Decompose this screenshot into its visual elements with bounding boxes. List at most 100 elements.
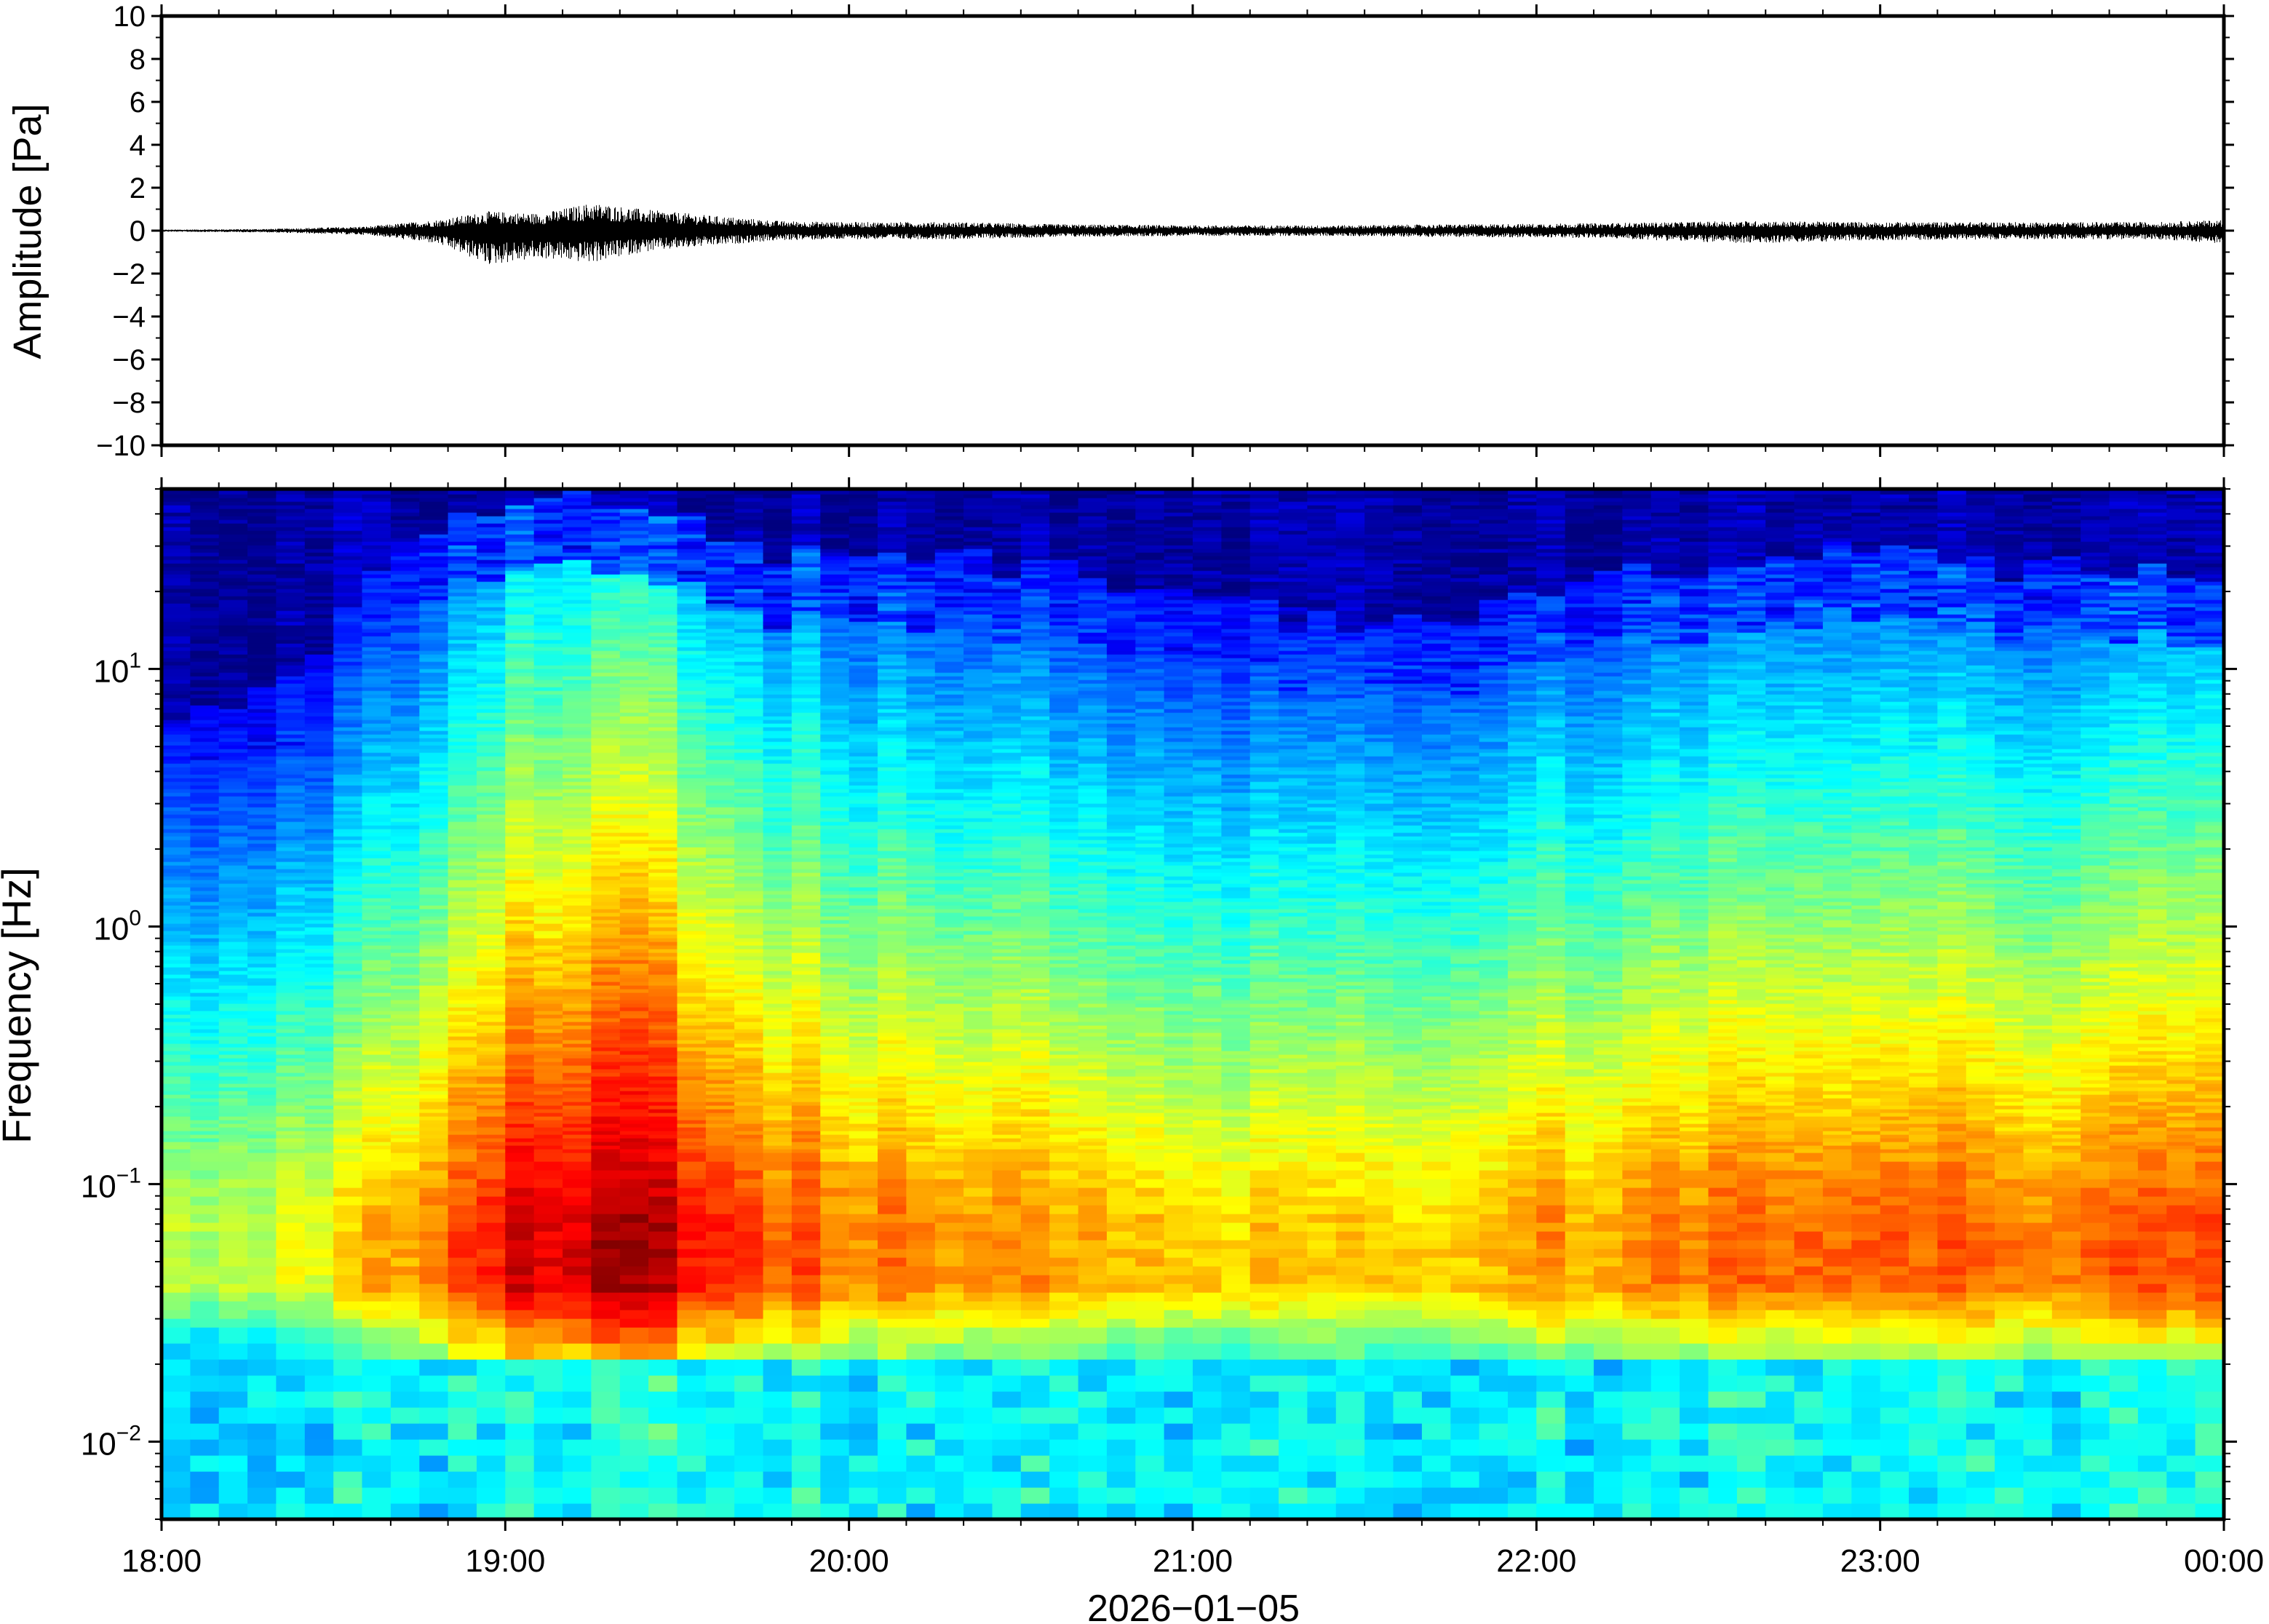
spectrogram-cell bbox=[190, 963, 220, 968]
spectrogram-cell bbox=[218, 1145, 248, 1150]
spectrogram-cell bbox=[591, 800, 621, 804]
spectrogram-cell bbox=[304, 1343, 334, 1360]
spectrogram-cell bbox=[648, 771, 678, 775]
spectrogram-cell bbox=[419, 1205, 449, 1214]
spectrogram-cell bbox=[276, 527, 306, 531]
spectrogram-cell bbox=[362, 1205, 392, 1214]
spectrogram-cell bbox=[477, 560, 506, 564]
spectrogram-cell bbox=[419, 1391, 449, 1408]
spectrogram-cell bbox=[333, 1327, 363, 1344]
spectrogram-cell bbox=[505, 1187, 535, 1197]
spectrogram-cell bbox=[705, 749, 736, 753]
spectrogram-cell bbox=[563, 960, 592, 964]
spectrogram-cell bbox=[162, 912, 191, 917]
spectrogram-cell bbox=[505, 952, 535, 957]
spectrogram-cell bbox=[276, 1091, 306, 1095]
spectrogram-cell bbox=[791, 982, 822, 986]
spectrogram-cell bbox=[705, 789, 736, 793]
spectrogram-cell bbox=[247, 920, 277, 924]
spectrogram-cell bbox=[333, 1036, 363, 1040]
spectrogram-cell bbox=[705, 985, 736, 990]
spectrogram-cell bbox=[247, 1196, 277, 1206]
spectrogram-cell bbox=[333, 785, 363, 789]
spectrogram-cell bbox=[477, 665, 506, 669]
spectrogram-cell bbox=[591, 938, 621, 942]
spectrogram-cell bbox=[563, 523, 592, 528]
spectrogram-cell bbox=[190, 607, 220, 611]
spectrogram-cell bbox=[247, 1471, 277, 1488]
spectrogram-cell bbox=[533, 1187, 563, 1197]
spectrogram-cell bbox=[304, 516, 334, 520]
spectrogram-cell bbox=[563, 1032, 592, 1037]
spectrogram-cell bbox=[763, 1040, 792, 1044]
spectrogram-cell bbox=[276, 1025, 306, 1030]
spectrogram-cell bbox=[419, 1187, 449, 1197]
spectrogram-cell bbox=[763, 1170, 792, 1179]
spectrogram-cell bbox=[505, 861, 535, 866]
spectrogram-cell bbox=[162, 1138, 191, 1142]
spectrogram-cell bbox=[162, 778, 191, 782]
spectrogram-cell bbox=[218, 1187, 248, 1197]
spectrogram-cell bbox=[190, 1455, 220, 1472]
spectrogram-cell bbox=[218, 821, 248, 826]
spectrogram-cell bbox=[677, 883, 707, 888]
spectrogram-cell bbox=[705, 858, 736, 862]
spectrogram-cell bbox=[390, 963, 421, 968]
spectrogram-cell bbox=[477, 963, 506, 968]
spectrogram-cell bbox=[362, 567, 392, 571]
spectrogram-cell bbox=[218, 796, 248, 800]
spectrogram-cell bbox=[734, 1283, 764, 1293]
spectrogram-cell bbox=[533, 720, 563, 724]
spectrogram-cell bbox=[677, 1205, 707, 1214]
spectrogram-cell bbox=[648, 960, 678, 964]
spectrogram-cell bbox=[791, 1318, 822, 1328]
spectrogram-cell bbox=[619, 1018, 649, 1022]
spectrogram-cell bbox=[390, 1292, 421, 1302]
spectrogram-cell bbox=[677, 549, 707, 553]
spectrogram-cell bbox=[218, 781, 248, 786]
spectrogram-cell bbox=[677, 563, 707, 568]
spectrogram-cell bbox=[677, 1187, 707, 1197]
spectrogram-cell bbox=[591, 1318, 621, 1328]
spectrogram-cell bbox=[734, 1343, 764, 1360]
spectrogram-cell bbox=[505, 789, 535, 793]
spectrogram-cell bbox=[734, 618, 764, 622]
spectrogram-cell bbox=[533, 992, 563, 997]
spectrogram-cell bbox=[333, 942, 363, 946]
spectrogram-cell bbox=[362, 840, 392, 844]
spectrogram-cell bbox=[734, 672, 764, 677]
spectrogram-cell bbox=[247, 665, 277, 669]
spectrogram-cell bbox=[218, 632, 248, 637]
spectrogram-cell bbox=[677, 738, 707, 742]
spectrogram-cell bbox=[419, 1040, 449, 1044]
spectrogram-cell bbox=[763, 996, 792, 1000]
spectrogram-cell bbox=[791, 1098, 822, 1102]
spectrogram-cell bbox=[247, 661, 277, 666]
spectrogram-cell bbox=[505, 818, 535, 822]
spectrogram-cell bbox=[591, 869, 621, 873]
spectrogram-cell bbox=[791, 1145, 822, 1150]
spectrogram-cell bbox=[734, 811, 764, 815]
spectrogram-cell bbox=[390, 807, 421, 811]
spectrogram-cell bbox=[362, 749, 392, 753]
spectrogram-cell bbox=[162, 938, 191, 942]
spectrogram-cell bbox=[362, 952, 392, 957]
spectrogram-cell bbox=[247, 545, 277, 549]
spectrogram-cell bbox=[333, 501, 363, 506]
spectrogram-cell bbox=[190, 527, 220, 531]
spectrogram-cell bbox=[276, 800, 306, 804]
spectrogram-cell bbox=[390, 530, 421, 535]
spectrogram-cell bbox=[276, 931, 306, 935]
spectrogram-cell bbox=[448, 1094, 477, 1099]
spectrogram-cell bbox=[390, 1018, 421, 1022]
spectrogram-cell bbox=[734, 538, 764, 542]
spectrogram-cell bbox=[619, 1011, 649, 1015]
spectrogram-cell bbox=[218, 512, 248, 517]
spectrogram-cell bbox=[505, 1076, 535, 1080]
spectrogram-cell bbox=[276, 672, 306, 677]
spectrogram-cell bbox=[734, 1000, 764, 1004]
spectrogram-cell bbox=[362, 963, 392, 968]
spectrogram-cell bbox=[533, 931, 563, 935]
spectrogram-cell bbox=[276, 534, 306, 538]
spectrogram-cell bbox=[677, 774, 707, 779]
